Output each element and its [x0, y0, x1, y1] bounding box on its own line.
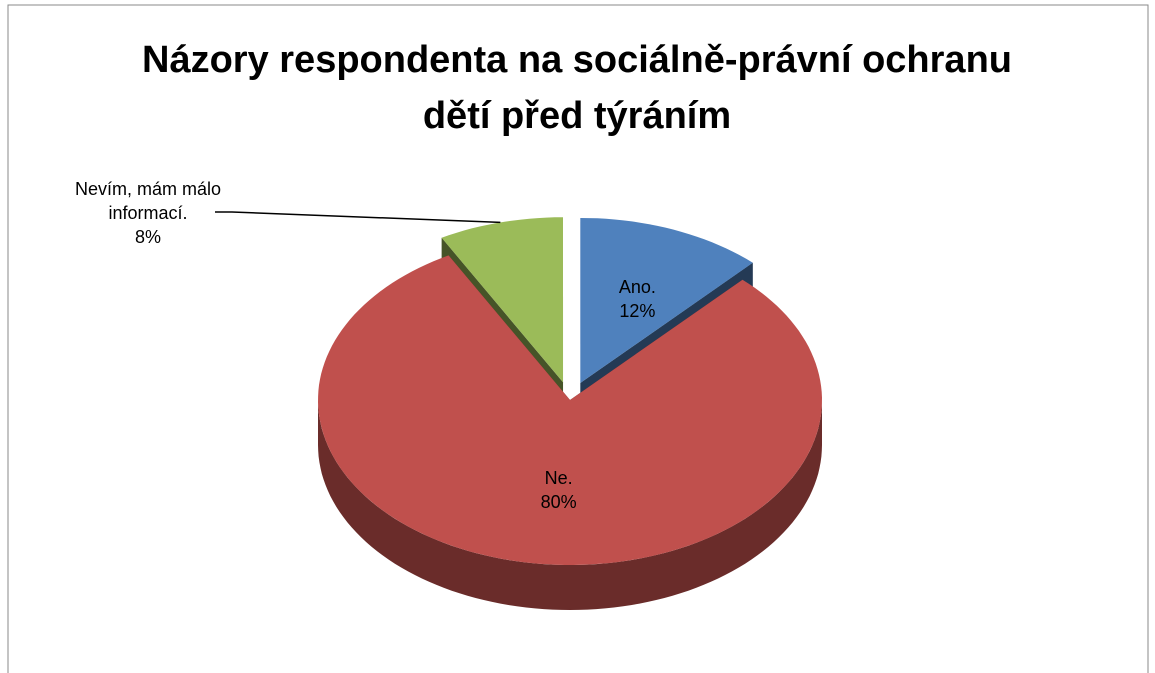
- value-label: 80%: [540, 492, 577, 513]
- slice: [318, 255, 822, 565]
- category-label: Ne.: [544, 468, 573, 489]
- data-label: Ne. 80%: [541, 466, 577, 514]
- value-label: 8%: [134, 227, 161, 247]
- slice: [441, 217, 564, 383]
- leader-line: [215, 211, 501, 224]
- slice: [580, 218, 753, 383]
- category-label: Nevím, mám málo informací.: [74, 179, 222, 223]
- slice-side: [318, 400, 822, 610]
- data-label: Nevím, mám málo informací. 8%: [66, 177, 231, 249]
- value-label: 12%: [619, 300, 656, 321]
- chart-title: Názory respondenta na sociálně-právní oc…: [142, 39, 1012, 137]
- data-label: Ano. 12%: [619, 275, 656, 323]
- category-label: Ano.: [618, 276, 656, 297]
- chart-frame: [7, 4, 1149, 673]
- slice: [318, 255, 822, 610]
